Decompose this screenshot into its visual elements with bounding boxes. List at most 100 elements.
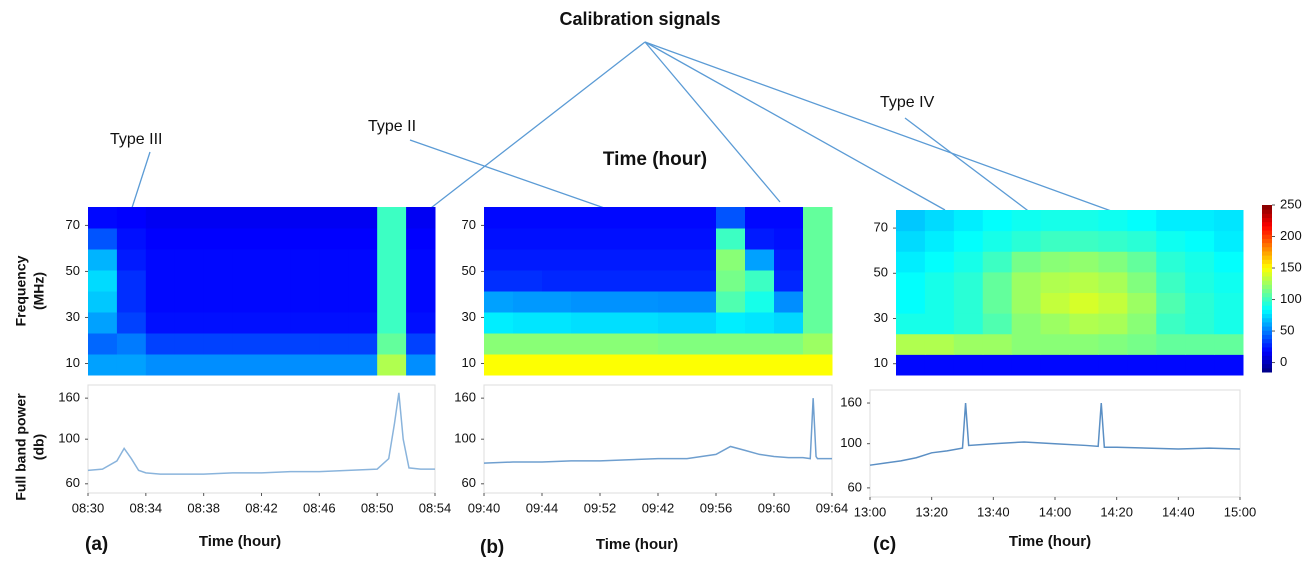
- heatmap-cell: [542, 333, 572, 355]
- heatmap-cell: [745, 291, 775, 313]
- y-tick-label: 30: [462, 309, 476, 324]
- heatmap-cell: [484, 354, 514, 376]
- heatmap-cell: [232, 291, 262, 313]
- heatmap-cell: [1127, 292, 1157, 314]
- y-axis-label: Full band power: [13, 393, 29, 501]
- heatmap-cell: [232, 270, 262, 292]
- heatmap-cell: [1214, 313, 1244, 335]
- heatmap-cell: [953, 251, 984, 273]
- heatmap-cell: [600, 270, 630, 292]
- heatmap-cell: [924, 271, 955, 293]
- heatmap-cell: [484, 333, 514, 355]
- heatmap-cell: [1127, 313, 1157, 335]
- heatmap-cell: [1185, 292, 1215, 314]
- heatmap-cell: [658, 333, 688, 355]
- heatmap-cell: [600, 333, 630, 355]
- heatmap-cell: [232, 333, 262, 355]
- heatmap-cell: [174, 312, 205, 334]
- heatmap-cell: [953, 313, 984, 335]
- heatmap-cell: [924, 313, 955, 335]
- heatmap-cell: [1098, 333, 1128, 355]
- heatmap-cell: [600, 228, 630, 250]
- colorbar-segment: [1262, 221, 1272, 227]
- heatmap-cell: [896, 251, 926, 273]
- y-tick-label: 60: [462, 475, 476, 490]
- heatmap-cell: [232, 228, 262, 250]
- heatmap-cell: [203, 207, 234, 229]
- heatmap-cell: [629, 312, 659, 334]
- heatmap-cell: [484, 291, 514, 313]
- heatmap-cell: [982, 333, 1013, 355]
- y-axis-label: (MHz): [31, 272, 47, 310]
- heatmap-cell: [1156, 271, 1186, 293]
- y-tick-label: 160: [840, 394, 862, 409]
- heatmap-cell: [145, 291, 176, 313]
- x-tick-label: 13:20: [915, 504, 948, 519]
- heatmap-cell: [1069, 251, 1099, 273]
- figure-title: Calibration signals: [559, 9, 720, 29]
- colorbar-tick-label: 250: [1280, 196, 1302, 211]
- colorbar-segment: [1262, 213, 1272, 219]
- colorbar-segment: [1262, 313, 1272, 319]
- y-tick-label: 100: [58, 431, 80, 446]
- heatmap-cell: [1156, 230, 1186, 252]
- colorbar-segment: [1262, 317, 1272, 323]
- heatmap-cell: [1127, 230, 1157, 252]
- x-tick-label: 14:00: [1039, 504, 1072, 519]
- heatmap-cell: [406, 354, 436, 376]
- heatmap-cell: [1069, 313, 1099, 335]
- heatmap-cell: [542, 354, 572, 376]
- heatmap-cell: [629, 354, 659, 376]
- panel-label: (a): [85, 534, 108, 555]
- heatmap-cell: [1011, 230, 1042, 252]
- y-tick-label: 50: [462, 263, 476, 278]
- heatmap-cell: [1214, 251, 1244, 273]
- heatmap-cell: [1098, 210, 1128, 232]
- colorbar-segment: [1262, 259, 1272, 264]
- x-tick-label: 13:40: [977, 504, 1010, 519]
- heatmap-cell: [774, 228, 804, 250]
- heatmap-cell: [290, 354, 320, 376]
- heatmap-cell: [1069, 354, 1099, 376]
- x-tick-label: 08:46: [303, 500, 336, 515]
- heatmap-cell: [745, 249, 775, 271]
- heatmap-cell: [629, 333, 659, 355]
- heatmap-cell: [406, 291, 436, 313]
- heatmap-cell: [261, 270, 291, 292]
- colorbar-segment: [1262, 367, 1272, 373]
- heatmap-cell: [1156, 354, 1186, 376]
- heatmap-cell: [1098, 230, 1128, 252]
- colorbar-segment: [1262, 225, 1272, 231]
- heatmap-cell: [513, 207, 543, 229]
- heatmap-cell: [629, 249, 659, 271]
- heatmap-cell: [571, 354, 601, 376]
- heatmap-cell: [896, 292, 926, 314]
- heatmap-cell: [1214, 333, 1244, 355]
- colorbar-segment: [1262, 338, 1272, 344]
- heatmap-cell: [513, 249, 543, 271]
- x-tick-label: 08:38: [187, 500, 220, 515]
- heatmap-cell: [1214, 230, 1244, 252]
- heatmap-cell: [203, 333, 234, 355]
- annotation: Type III: [110, 131, 162, 148]
- heatmap-cell: [116, 312, 147, 334]
- colorbar-segment: [1262, 209, 1272, 214]
- heatmap-cell: [484, 249, 514, 271]
- panel-label: (b): [480, 537, 504, 558]
- x-tick-label: 08:42: [245, 500, 278, 515]
- heatmap-cell: [1214, 292, 1244, 314]
- heatmap-cell: [629, 228, 659, 250]
- x-tick-label: 09:56: [700, 500, 733, 515]
- heatmap-cell: [406, 312, 436, 334]
- heatmap-cell: [174, 228, 205, 250]
- annotation: Type II: [368, 118, 416, 135]
- x-tick-label: 09:64: [816, 500, 849, 515]
- heatmap-cell: [1069, 271, 1099, 293]
- colorbar-segment: [1262, 351, 1272, 356]
- heatmap-cell: [203, 249, 234, 271]
- colorbar-segment: [1262, 284, 1272, 289]
- heatmap-cell: [116, 207, 147, 229]
- heatmap-cell: [145, 312, 176, 334]
- colorbar-segment: [1262, 238, 1272, 244]
- colorbar-segment: [1262, 205, 1272, 210]
